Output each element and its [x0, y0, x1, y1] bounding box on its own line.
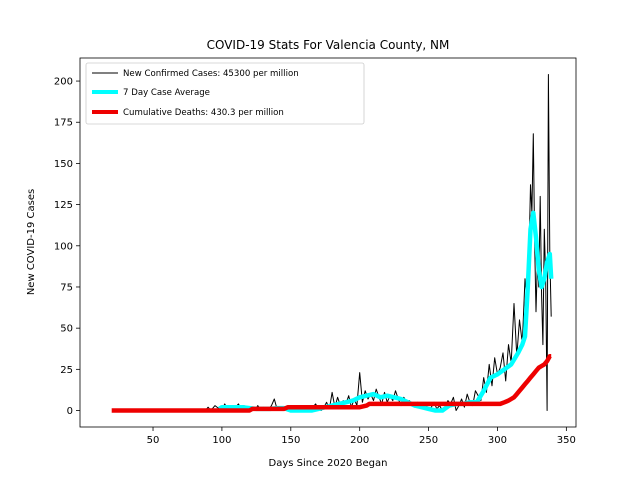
x-axis: 50 100 150 200 250 300 350: [147, 427, 576, 446]
y-tick-label: 100: [54, 241, 73, 252]
x-axis-label: Days Since 2020 Began: [269, 458, 388, 469]
plot-frame: [79, 57, 577, 428]
plot-series: [111, 74, 554, 413]
x-tick-label: 100: [212, 435, 231, 446]
x-tick-label: 350: [557, 435, 576, 446]
x-tick-label: 200: [350, 435, 369, 446]
y-tick-label: 25: [60, 365, 73, 376]
x-tick-label: 250: [419, 435, 438, 446]
y-tick-label: 200: [54, 77, 73, 88]
legend-label-cumulative-deaths: Cumulative Deaths: 430.3 per million: [123, 108, 284, 118]
legend-label-7-day-average: 7 Day Case Average: [123, 88, 210, 98]
y-tick-label: 50: [60, 324, 73, 335]
y-axis-label: New COVID-19 Cases: [26, 189, 37, 295]
legend: New Confirmed Cases: 45300 per million 7…: [85, 62, 365, 125]
y-tick-label: 150: [54, 159, 73, 170]
x-tick-label: 50: [147, 435, 160, 446]
cumulative-deaths-line: [111, 353, 553, 413]
y-tick-label: 175: [54, 118, 73, 129]
y-tick-label: 125: [54, 200, 73, 211]
x-tick-label: 150: [281, 435, 300, 446]
y-tick-label: 75: [60, 282, 73, 293]
y-tick-label: 0: [67, 406, 73, 417]
chart-title: COVID-19 Stats For Valencia County, NM: [207, 38, 450, 52]
y-axis: 0 25 50 75 100 125 150 175 200: [54, 77, 80, 417]
legend-box: [85, 62, 365, 125]
legend-label-new-cases: New Confirmed Cases: 45300 per million: [123, 69, 299, 79]
x-tick-label: 300: [488, 435, 507, 446]
